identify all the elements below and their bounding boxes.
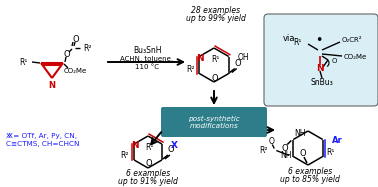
Text: up to 85% yield: up to 85% yield [280,174,340,183]
Text: O: O [300,148,306,157]
Text: up to 91% yield: up to 91% yield [118,177,178,186]
Text: ACHN, toluene,: ACHN, toluene, [121,56,174,62]
Text: O: O [234,59,241,68]
Text: NH: NH [280,151,291,160]
Text: 6 examples: 6 examples [288,168,332,177]
Text: R¹: R¹ [20,57,28,67]
Text: post-synthetic
modifications: post-synthetic modifications [188,115,240,128]
Text: CO₂Me: CO₂Me [64,68,87,74]
Text: N: N [197,54,204,63]
Text: O: O [212,73,218,82]
Text: O: O [332,58,338,64]
Text: N: N [131,142,139,151]
Text: R²: R² [259,146,267,155]
Text: up to 99% yield: up to 99% yield [186,13,246,22]
Text: C≡CTMS, CH=CHCN: C≡CTMS, CH=CHCN [6,141,79,147]
Text: Ar: Ar [332,136,342,145]
Text: 28 examples: 28 examples [191,5,240,15]
Text: R²: R² [186,65,194,74]
Text: O: O [282,144,288,153]
Text: R¹: R¹ [211,55,219,64]
Text: CO₂Me: CO₂Me [344,54,367,60]
Text: R¹: R¹ [145,143,153,152]
Text: 6 examples: 6 examples [126,169,170,179]
FancyBboxPatch shape [264,14,378,106]
Text: O₂CR²: O₂CR² [342,37,363,43]
Text: Bu₃SnH: Bu₃SnH [133,45,161,54]
Text: SnBu₃: SnBu₃ [311,77,333,87]
Text: NH: NH [294,128,306,137]
Text: O: O [64,50,70,59]
Text: O: O [268,137,274,146]
Text: R¹: R¹ [327,148,335,157]
Text: R²: R² [121,151,129,160]
Text: R¹: R¹ [294,38,302,47]
Text: •: • [315,33,323,47]
Text: X = OTf, Ar, Py, CN,: X = OTf, Ar, Py, CN, [6,133,77,139]
Text: O: O [167,145,174,154]
Text: 110 °C: 110 °C [135,64,159,70]
Text: O: O [73,34,79,44]
Text: R²: R² [83,44,91,53]
Text: N: N [48,81,56,90]
Text: OH: OH [238,53,249,62]
Text: X: X [8,133,13,139]
Text: N: N [316,64,324,73]
Text: X: X [171,140,178,149]
Text: O: O [146,160,152,168]
Text: via: via [283,33,296,42]
FancyBboxPatch shape [161,107,267,137]
